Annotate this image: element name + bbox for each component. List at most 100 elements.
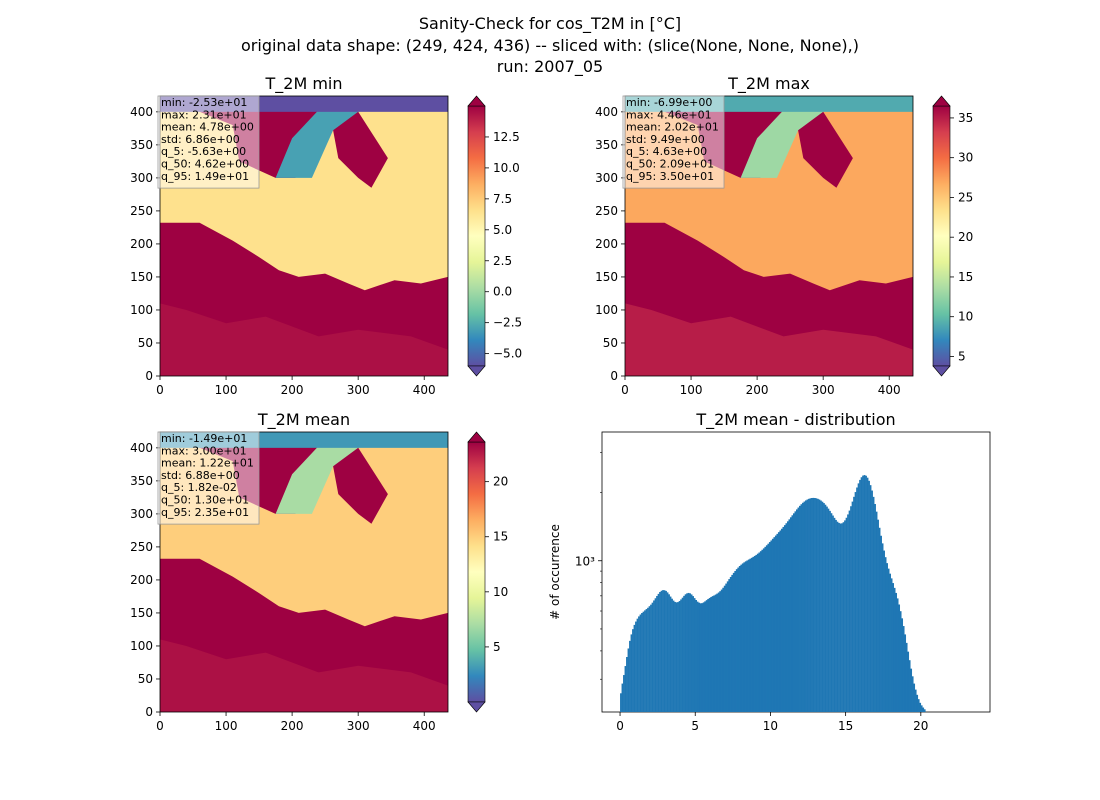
y-tick-label: 50 — [603, 336, 618, 350]
histogram-bar — [693, 598, 696, 712]
stats-line: min: -1.49e+01 — [161, 432, 247, 445]
histogram-bar — [707, 598, 710, 712]
histogram-bar — [773, 537, 776, 712]
histogram-bars — [620, 475, 926, 712]
y-tick-label: 100 — [130, 303, 153, 317]
stats-line: q_50: 2.09e+01 — [626, 158, 714, 171]
histogram-bar — [808, 498, 810, 712]
histogram-bar — [875, 511, 878, 712]
stats-line: q_50: 4.62e+00 — [161, 158, 249, 171]
panel-title: T_2M min — [264, 74, 342, 94]
histogram-bar — [639, 614, 642, 712]
y-tick-label: 250 — [130, 204, 153, 218]
histogram-bar — [641, 613, 643, 712]
x-tick-label: 300 — [347, 719, 370, 733]
histogram-bar — [910, 668, 913, 712]
y-tick-label: 350 — [595, 138, 618, 152]
histogram-bar — [883, 550, 885, 712]
colorbar-tick-label: 15 — [493, 530, 508, 544]
stats-line: q_5: -5.63e+00 — [161, 145, 246, 158]
africa-area — [160, 303, 448, 376]
axes-frame — [159, 95, 449, 377]
histogram-bar — [799, 505, 801, 712]
histogram-bar — [850, 506, 852, 712]
heatmap-panel-tmean: T_2M mean 0 100 200 300 400 0 50 100 150 200 250 300… — [130, 410, 508, 733]
histogram-bar — [650, 604, 652, 712]
y-tick-label: 200 — [130, 573, 153, 587]
histogram-bar — [732, 572, 735, 712]
histogram-bar — [764, 546, 767, 712]
colorbar-tick-label: 2.5 — [493, 254, 512, 268]
histogram-bar — [729, 576, 732, 712]
x-tick-label: 20 — [913, 719, 928, 733]
histogram-bar — [786, 521, 789, 712]
histogram-bar — [678, 601, 681, 712]
stats-line: q_5: 4.63e+00 — [626, 145, 707, 158]
colorbar-extend-min — [932, 365, 951, 377]
histogram-bar — [838, 522, 840, 712]
histogram-bar — [683, 595, 685, 712]
histogram-bar — [701, 603, 704, 712]
histogram-bar — [717, 592, 720, 712]
histogram-bar — [832, 515, 834, 712]
histogram-bar — [629, 640, 631, 712]
axes-frame — [159, 431, 449, 713]
colorbar-tick-label: 5 — [493, 640, 501, 654]
histogram-bar — [687, 592, 690, 712]
histogram-bar — [842, 522, 845, 712]
stats-line: max: 3.00e+01 — [161, 444, 247, 457]
histogram-bar — [645, 609, 648, 712]
histogram-bar — [886, 563, 888, 712]
y-tick-label: 100 — [130, 639, 153, 653]
histogram-bar — [919, 702, 922, 712]
colorbar — [467, 441, 486, 703]
histogram-bar — [884, 557, 887, 712]
histogram-bar — [803, 501, 806, 712]
x-tick-label: 100 — [215, 719, 238, 733]
histogram-bar — [698, 602, 700, 712]
histogram-bar — [833, 517, 836, 712]
histogram-bar — [668, 594, 670, 712]
x-tick-label: 200 — [281, 383, 304, 397]
stats-line: mean: 2.02e+01 — [626, 121, 719, 134]
histogram-bar — [671, 598, 673, 712]
histogram-bar — [908, 660, 911, 712]
histogram-bar — [725, 583, 728, 712]
histogram-panel: T_2M mean - distribution 0 5 10 15 20 10³ # of … — [548, 410, 991, 733]
histogram-bar — [675, 602, 678, 712]
histogram-bar — [856, 487, 858, 712]
histogram-bar — [821, 501, 824, 712]
stats-line: mean: 4.78e+00 — [161, 121, 254, 134]
heatmap-panel-tmin: T_2M min 0 100 200 300 400 0 50 100 150 200 250 300 3… — [130, 74, 522, 397]
histogram-bar — [756, 553, 759, 712]
histogram-bar — [624, 666, 627, 712]
y-tick-label: 50 — [138, 336, 153, 350]
histogram-bar — [762, 548, 765, 712]
histogram-bar — [859, 479, 861, 712]
y-tick-label: 150 — [130, 270, 153, 284]
histogram-bar — [647, 607, 649, 712]
histogram-bar — [723, 585, 726, 712]
histogram-bar — [812, 497, 815, 712]
histogram-bar — [734, 571, 737, 712]
y-tick-label: 300 — [130, 171, 153, 185]
x-tick-label: 200 — [746, 383, 769, 397]
histogram-bar — [728, 579, 731, 712]
histogram-bar — [705, 600, 708, 712]
y-tick-label: 0 — [145, 369, 153, 383]
histogram-bar — [744, 561, 747, 712]
histogram-bar — [665, 590, 667, 712]
colorbar-tick-label: 10.0 — [493, 161, 520, 175]
histogram-bar — [893, 587, 896, 712]
y-tick-label: 50 — [138, 672, 153, 686]
histogram-bar — [829, 510, 831, 712]
histogram-bar — [818, 499, 821, 712]
histogram-bar — [848, 510, 851, 712]
histogram-bar — [749, 558, 752, 712]
colorbar-tick-label: 25 — [958, 190, 973, 204]
colorbar-tick-label: 35 — [958, 111, 973, 125]
x-tick-label: 200 — [281, 719, 304, 733]
histogram-bar — [638, 616, 640, 712]
histogram-bar — [620, 693, 622, 712]
histogram-bar — [713, 595, 716, 712]
